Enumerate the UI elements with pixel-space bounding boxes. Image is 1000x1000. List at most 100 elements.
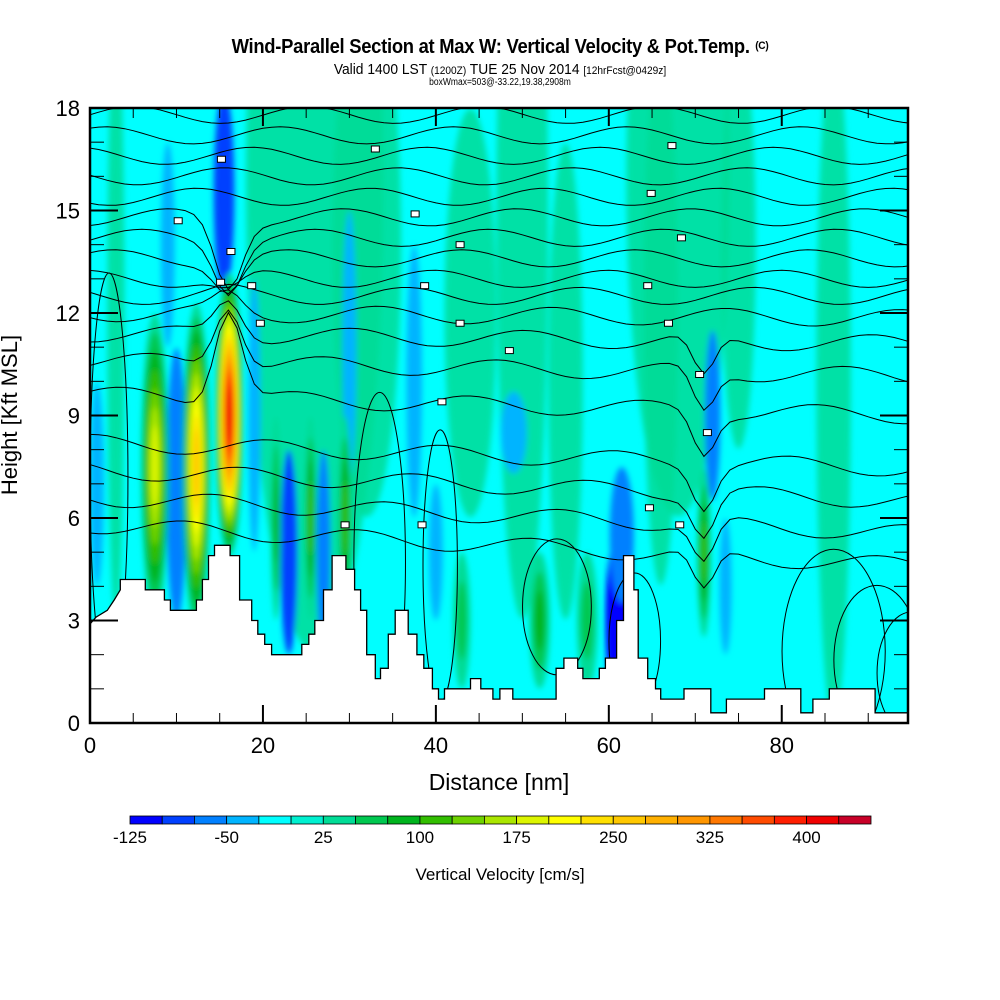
contour-label-20 (644, 504, 654, 512)
valid-date: TUE 25 Nov 2014 (469, 61, 580, 78)
downdraft-6 (280, 450, 298, 655)
contour-label-23 (417, 521, 427, 529)
colorbar-segment (451, 815, 485, 825)
colorbar-label: Vertical Velocity [cm/s] (415, 865, 584, 884)
contour-label-9 (420, 282, 430, 290)
x-tick-label: 80 (770, 733, 794, 758)
colorbar-segment (258, 815, 292, 825)
dome-contour-5 (781, 548, 886, 723)
colorbar-tick-label: 175 (502, 828, 530, 847)
colorbar-segment (806, 815, 840, 825)
terrain (90, 544, 908, 723)
field-wash-3 (548, 143, 583, 620)
field-layer (90, 108, 908, 723)
colorbar-tick-label: 325 (696, 828, 724, 847)
dome-contour-1 (353, 391, 406, 723)
x-tick-label: 20 (251, 733, 275, 758)
isentrope-3 (90, 167, 908, 186)
isentrope-1 (90, 126, 908, 145)
contour-label-8 (455, 241, 465, 249)
dome-contour-6 (833, 584, 908, 723)
colorbar-segment (226, 815, 260, 825)
colorbar-segment (419, 815, 453, 825)
colorbar-segment (194, 815, 228, 825)
isentrope-15 (90, 464, 908, 540)
downdraft-4 (216, 108, 227, 197)
contour-label-13 (667, 142, 677, 150)
x-tick-label: 0 (84, 733, 96, 758)
updraft-2-shell-15 (226, 386, 233, 445)
isentrope-11 (90, 300, 908, 375)
isentrope-4 (90, 187, 908, 206)
contour-label-18 (695, 371, 705, 378)
colorbar-tick-label: 25 (314, 828, 333, 847)
isentrope-8 (90, 269, 908, 289)
y-tick-label: 9 (68, 404, 80, 429)
colorbar-segment (387, 815, 421, 825)
dome-contour-7 (876, 611, 908, 723)
contour-label-12 (437, 398, 447, 406)
updraft-9-shell-1 (456, 581, 467, 660)
colorbar-segment (483, 815, 518, 825)
updraft-3-shell-3 (308, 481, 313, 555)
updraft-5-shell-2 (273, 473, 279, 563)
contour-label-15 (676, 234, 686, 242)
contour-label-5 (255, 319, 265, 327)
downdraft-13 (704, 330, 721, 501)
contour-label-6 (370, 145, 380, 153)
copyright-mark: (C) (755, 40, 769, 52)
contour-label-11 (504, 347, 514, 355)
isentrope-7 (90, 249, 908, 295)
isentrope-13 (90, 311, 908, 458)
colorbar-tick-label: -125 (113, 828, 147, 847)
contour-label-17 (663, 319, 673, 327)
y-tick-label: 12 (56, 301, 80, 326)
y-tick-label: 18 (56, 96, 80, 121)
contour-label-4 (247, 282, 257, 290)
updraft-7-shell-2 (535, 591, 545, 650)
contour-label-21 (675, 521, 685, 529)
contour-label-0 (216, 155, 226, 163)
colorbar-segment (322, 815, 356, 825)
isentrope-10 (90, 289, 908, 327)
contour-label-3 (216, 278, 226, 286)
isentrope-16 (90, 493, 908, 563)
downdraft-8 (342, 211, 357, 484)
x-tick-label: 40 (424, 733, 448, 758)
colorbar: -125 -50 25 100 175 250 325 400 (113, 815, 872, 847)
downdraft-1 (166, 347, 187, 620)
field-wash-8 (496, 108, 549, 619)
colorbar-segment (580, 815, 614, 825)
valid-time: Valid 1400 LST (333, 61, 427, 78)
colorbar-segment (741, 815, 775, 825)
colorbar-tick-label: 100 (406, 828, 434, 847)
isentrope-6 (90, 228, 908, 297)
colorbar-tick-label: 400 (792, 828, 820, 847)
colorbar-segment (773, 815, 807, 825)
contour-label-22 (340, 521, 350, 529)
boxwmax-info: boxWmax=503@-33.22,19.38,2908m (429, 77, 571, 88)
forecast-info: [12hrFcst@0429z] (583, 65, 667, 77)
contour-label-10 (455, 319, 465, 327)
title-text: Wind-Parallel Section at Max W: Vertical… (231, 36, 750, 58)
downdraft-10 (500, 391, 527, 474)
contour-label-7 (410, 210, 420, 218)
colorbar-segment (548, 815, 582, 825)
isentrope-2 (90, 146, 908, 165)
colorbar-segment (129, 815, 163, 825)
x-axis-label: Distance [nm] (429, 769, 570, 795)
colorbar-segment (838, 815, 872, 825)
colorbar-tick-label: 250 (599, 828, 627, 847)
colorbar-segment (612, 815, 646, 825)
y-tick-label: 15 (56, 199, 80, 224)
chart-subtitle: Valid 1400 LST (1200Z) TUE 25 Nov 2014 [… (40, 61, 960, 78)
field-wash-6 (816, 108, 851, 722)
contour-label-14 (646, 189, 656, 197)
y-tick-label: 6 (68, 506, 80, 531)
downdraft-9 (406, 245, 423, 518)
field-wash-2 (444, 109, 497, 517)
downdraft-2 (160, 142, 175, 347)
downdraft-15 (428, 484, 443, 621)
updraft-0-shell-6 (151, 425, 159, 509)
